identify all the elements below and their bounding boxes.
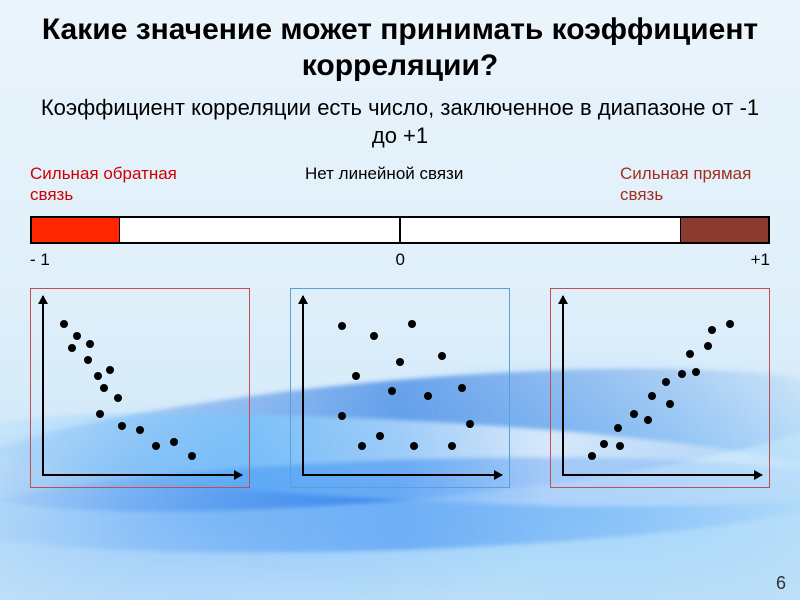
scatter-point bbox=[648, 392, 656, 400]
axis-y bbox=[302, 296, 304, 476]
scatter-point bbox=[84, 356, 92, 364]
scatter-point bbox=[96, 410, 104, 418]
scatter-point bbox=[704, 342, 712, 350]
scatter-point bbox=[686, 350, 694, 358]
scatter-point bbox=[94, 372, 102, 380]
scatter-point bbox=[370, 332, 378, 340]
scatter-point bbox=[170, 438, 178, 446]
axis-y bbox=[562, 296, 564, 476]
scatter-point bbox=[410, 442, 418, 450]
scatter-point bbox=[396, 358, 404, 366]
scatter-point bbox=[600, 440, 608, 448]
scatter-positive bbox=[550, 288, 770, 488]
scatter-point bbox=[60, 320, 68, 328]
scatter-none bbox=[290, 288, 510, 488]
scatter-point bbox=[630, 410, 638, 418]
axis-x bbox=[302, 474, 502, 476]
label-strong-negative: Сильная обратная связь bbox=[30, 163, 180, 206]
scatter-point bbox=[458, 384, 466, 392]
scatter-point bbox=[73, 332, 81, 340]
scatter-point bbox=[424, 392, 432, 400]
scale-segment-mid-right bbox=[401, 218, 680, 242]
scale-bar bbox=[30, 216, 770, 244]
scatter-point bbox=[376, 432, 384, 440]
page-number: 6 bbox=[776, 573, 786, 594]
axis-x bbox=[42, 474, 242, 476]
scatter-point bbox=[188, 452, 196, 460]
correlation-scale: - 1 0 +1 bbox=[30, 216, 770, 270]
scatter-point bbox=[666, 400, 674, 408]
scatter-point bbox=[448, 442, 456, 450]
scatter-point bbox=[118, 422, 126, 430]
scale-segment-positive bbox=[680, 218, 768, 242]
scatter-point bbox=[352, 372, 360, 380]
scatter-point bbox=[466, 420, 474, 428]
scatter-point bbox=[726, 320, 734, 328]
scatter-point bbox=[114, 394, 122, 402]
scatter-point bbox=[338, 322, 346, 330]
scale-segment-negative bbox=[32, 218, 120, 242]
scatter-point bbox=[152, 442, 160, 450]
scatter-point bbox=[614, 424, 622, 432]
scatter-point bbox=[708, 326, 716, 334]
scatter-point bbox=[692, 368, 700, 376]
page-title: Какие значение может принимать коэффицие… bbox=[30, 12, 770, 84]
scatter-point bbox=[136, 426, 144, 434]
scale-segment-mid-left bbox=[120, 218, 401, 242]
scatter-point bbox=[358, 442, 366, 450]
tick-min: - 1 bbox=[30, 250, 50, 270]
page-subtitle: Коэффициент корреляции есть число, заклю… bbox=[30, 94, 770, 149]
scatter-point bbox=[588, 452, 596, 460]
scatter-point bbox=[408, 320, 416, 328]
scatter-point bbox=[616, 442, 624, 450]
tick-mid: 0 bbox=[395, 250, 404, 270]
scatter-point bbox=[662, 378, 670, 386]
scatter-point bbox=[678, 370, 686, 378]
scatter-point bbox=[86, 340, 94, 348]
scale-labels: Сильная обратная связь Нет линейной связ… bbox=[30, 163, 770, 206]
scatter-point bbox=[68, 344, 76, 352]
plot-border bbox=[550, 288, 770, 488]
plot-border bbox=[30, 288, 250, 488]
scatter-point bbox=[338, 412, 346, 420]
scatter-point bbox=[438, 352, 446, 360]
scatter-row bbox=[30, 288, 770, 488]
label-strong-positive: Сильная прямая связь bbox=[620, 163, 770, 206]
scatter-negative bbox=[30, 288, 250, 488]
axis-x bbox=[562, 474, 762, 476]
label-no-linear: Нет линейной связи bbox=[305, 163, 465, 206]
scatter-point bbox=[644, 416, 652, 424]
axis-y bbox=[42, 296, 44, 476]
scatter-point bbox=[100, 384, 108, 392]
tick-max: +1 bbox=[751, 250, 770, 270]
plot-border bbox=[290, 288, 510, 488]
scale-ticks: - 1 0 +1 bbox=[30, 250, 770, 270]
scatter-point bbox=[106, 366, 114, 374]
scatter-point bbox=[388, 387, 396, 395]
